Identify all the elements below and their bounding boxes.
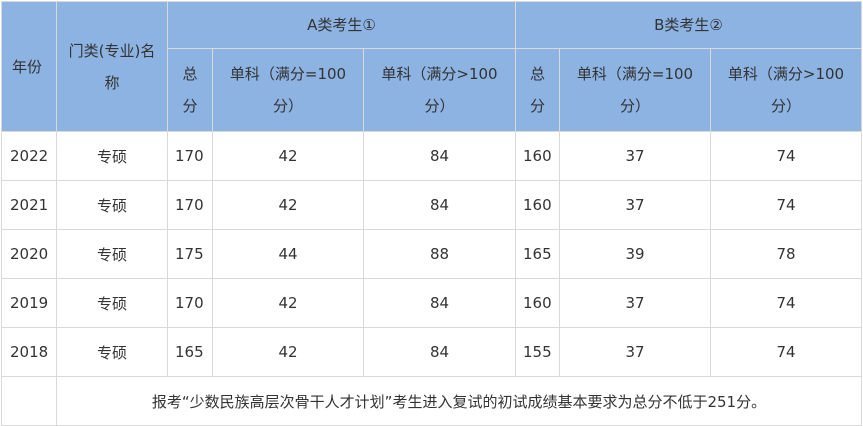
table-row: 2022 专硕 170 42 84 160 37 74 [1, 131, 863, 181]
cell-a-total: 170 [167, 180, 213, 230]
table-row: 2019 专硕 170 42 84 160 37 74 [1, 278, 863, 328]
cell-b-s2: 74 [710, 131, 863, 181]
cell-b-s1: 37 [559, 180, 712, 230]
cell-year: 2018 [1, 327, 57, 377]
cell-b-s2: 74 [710, 278, 863, 328]
cell-b-s2: 74 [710, 327, 863, 377]
cell-a-total: 175 [167, 229, 213, 279]
cell-a-s1: 42 [212, 180, 364, 230]
cell-major: 专硕 [56, 327, 168, 377]
header-a-single-gt100: 单科（满分>100分） [362, 48, 517, 132]
cell-a-total: 170 [167, 278, 213, 328]
cell-b-s2: 78 [710, 229, 863, 279]
header-b-single-eq100: 单科（满分=100分） [559, 48, 712, 132]
table-row: 2018 专硕 165 42 84 155 37 74 [1, 327, 863, 377]
cell-a-s2: 88 [362, 229, 517, 279]
cell-b-total: 160 [515, 278, 561, 328]
footnote-spacer [1, 376, 57, 426]
cell-a-s2: 84 [362, 180, 517, 230]
cell-b-s1: 37 [559, 131, 712, 181]
cell-year: 2020 [1, 229, 57, 279]
cell-b-total: 165 [515, 229, 561, 279]
cell-a-s2: 84 [362, 278, 517, 328]
header-b-single-gt100: 单科（满分>100分） [710, 48, 863, 132]
cell-year: 2019 [1, 278, 57, 328]
cell-a-s1: 44 [212, 229, 364, 279]
footnote: 报考“少数民族高层次骨干人才计划”考生进入复试的初试成绩基本要求为总分不低于25… [55, 376, 863, 426]
header-b-total: 总分 [515, 48, 561, 132]
header-year: 年份 [1, 1, 57, 132]
cell-major: 专硕 [56, 131, 168, 181]
cell-b-s2: 74 [710, 180, 863, 230]
cell-a-total: 165 [167, 327, 213, 377]
cell-major: 专硕 [56, 229, 168, 279]
header-a-total: 总分 [167, 48, 213, 132]
cell-b-total: 160 [515, 180, 561, 230]
table-row: 2021 专硕 170 42 84 160 37 74 [1, 180, 863, 230]
cell-a-s1: 42 [212, 327, 364, 377]
header-major: 门类(专业)名称 [56, 1, 168, 132]
cell-a-s1: 42 [212, 278, 364, 328]
cell-major: 专硕 [56, 278, 168, 328]
cell-major: 专硕 [56, 180, 168, 230]
cell-year: 2021 [1, 180, 57, 230]
cell-b-total: 160 [515, 131, 561, 181]
cell-a-total: 170 [167, 131, 213, 181]
cell-b-s1: 37 [559, 278, 712, 328]
cell-year: 2022 [1, 131, 57, 181]
header-group-a: A类考生① [166, 1, 517, 49]
header-a-single-eq100: 单科（满分=100分） [212, 48, 364, 132]
cell-a-s1: 42 [212, 131, 364, 181]
header-group-b: B类考生② [515, 1, 863, 49]
cell-b-total: 155 [515, 327, 561, 377]
cell-a-s2: 84 [362, 327, 517, 377]
cell-b-s1: 37 [559, 327, 712, 377]
table-row: 2020 专硕 175 44 88 165 39 78 [1, 229, 863, 279]
cell-b-s1: 39 [559, 229, 712, 279]
cell-a-s2: 84 [362, 131, 517, 181]
